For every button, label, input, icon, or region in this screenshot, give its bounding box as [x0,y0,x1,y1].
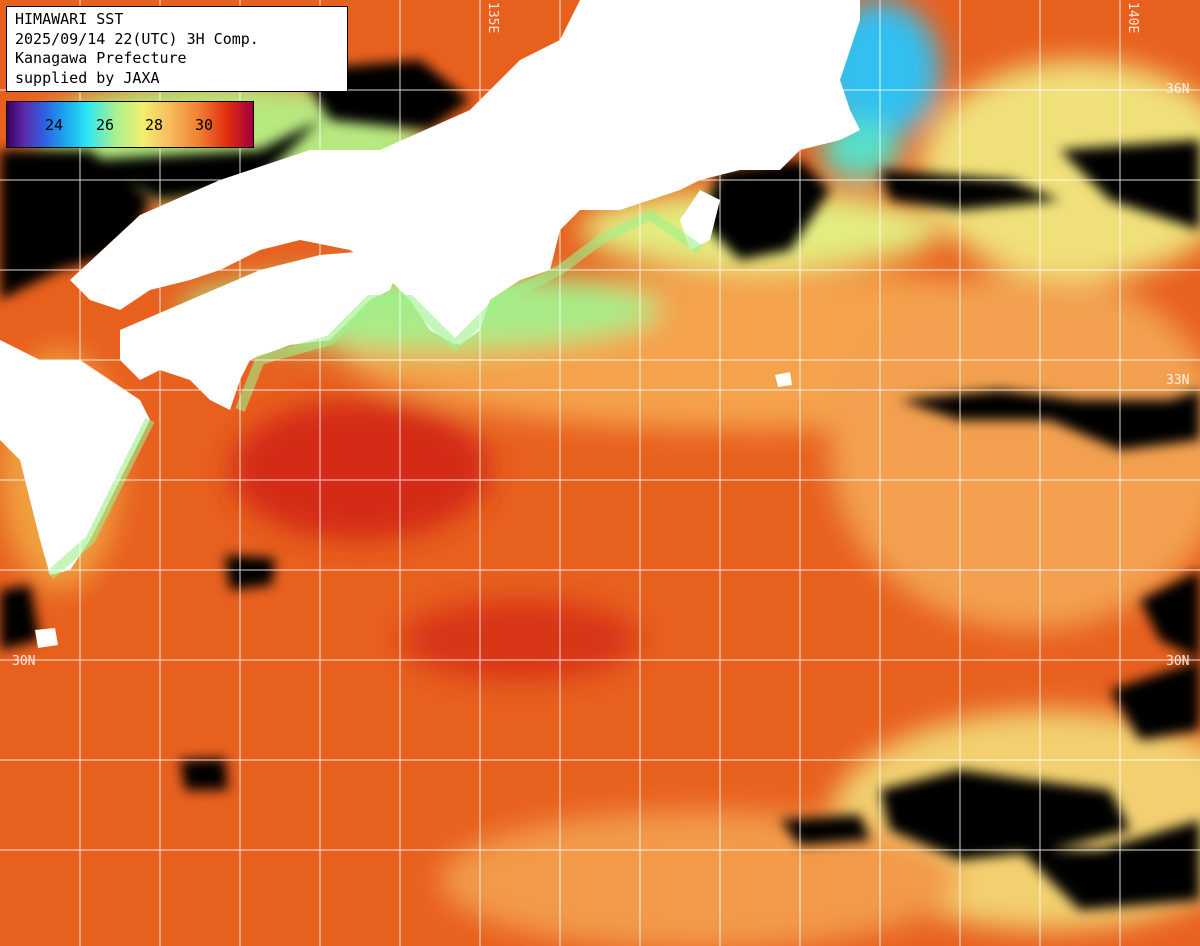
cloud-east-2 [1060,140,1200,230]
land-tanegashima [35,628,58,648]
cloud-east-lower [1110,660,1200,740]
mild-south [440,810,960,946]
info-box: HIMAWARI SST 2025/09/14 22(UTC) 3H Comp.… [6,6,348,92]
hot-core-west [230,400,490,540]
land-shikoku [120,250,400,410]
cloud-south-1 [780,815,870,845]
lat-label-30n-left: 30N [12,654,36,669]
lon-label-135e: 135E [485,2,500,34]
land-honshu-west [70,0,860,345]
cloud-northwest [0,150,150,300]
lat-label-30n-right: 30N [1166,654,1190,669]
cool-east-upper [920,60,1200,280]
land [0,0,860,648]
temperature-colorbar: 24 26 28 30 [6,101,254,148]
cloud-east-33n [900,390,1200,450]
lon-label-140e: 140E [1125,2,1140,34]
cloud-west-3 [0,585,40,650]
cloud-east-30n [1140,570,1200,660]
coastal-fringe [46,209,703,579]
land-kyushu [0,340,150,575]
cloud-west-1 [225,555,275,590]
cloud-nagoya [700,160,830,260]
observation-time: 2025/09/14 22(UTC) 3H Comp. [15,29,259,48]
lat-label-33n: 33N [1166,373,1190,388]
legend-tick-26: 26 [96,116,115,134]
lat-label-36n: 36N [1166,82,1190,97]
cloud-west-2 [180,758,228,790]
cloud-south-east-big [880,770,1130,860]
provider-prefecture: Kanagawa Prefecture [15,49,187,67]
legend-tick-24: 24 [45,116,64,134]
cloud-south-east-2 [1020,820,1200,910]
product-title: HIMAWARI SST [15,10,124,28]
land-oshima [775,372,792,387]
land-izu [680,190,720,250]
hot-core-mid [400,600,640,680]
data-source: supplied by JAXA [15,68,160,87]
land-kii [400,240,470,345]
legend-tick-28: 28 [145,116,164,134]
legend-tick-30: 30 [195,116,214,134]
